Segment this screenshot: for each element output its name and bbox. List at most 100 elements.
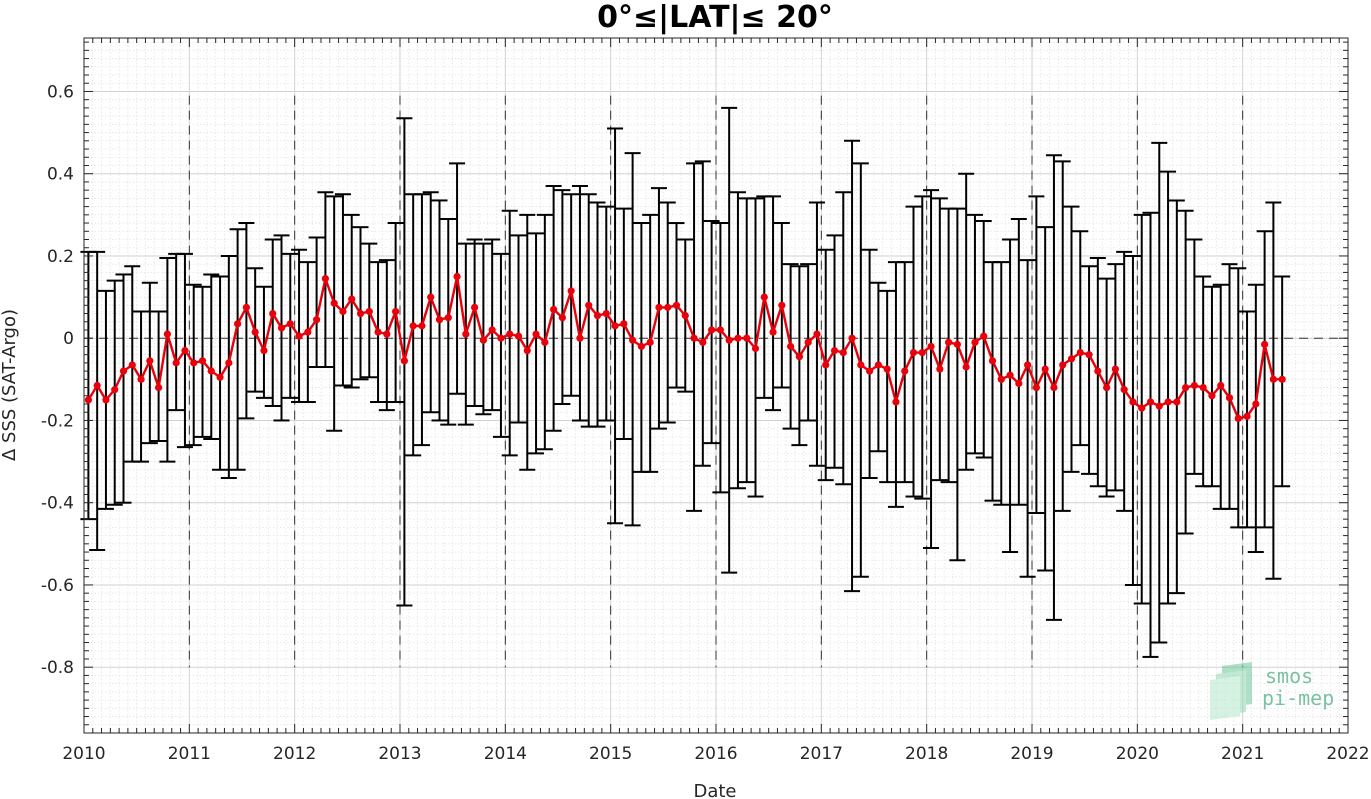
data-point — [1243, 412, 1251, 420]
data-point — [857, 361, 865, 369]
error-bar — [150, 310, 167, 443]
data-point — [330, 299, 338, 307]
error-bar — [1142, 211, 1159, 658]
data-point — [488, 326, 496, 334]
error-bar — [554, 189, 571, 406]
data-point — [190, 359, 198, 367]
data-point — [514, 332, 523, 340]
data-point — [1050, 383, 1058, 392]
data-point — [1225, 394, 1234, 402]
data-point — [1094, 367, 1102, 375]
data-point — [751, 344, 760, 353]
data-point — [576, 334, 584, 342]
data-point — [1059, 361, 1067, 369]
data-point — [321, 274, 329, 283]
error-bar — [1247, 283, 1264, 554]
data-point — [137, 375, 145, 383]
x-tick-label: 2016 — [694, 744, 737, 764]
data-point — [997, 375, 1005, 383]
y-tick-label: 0.2 — [47, 247, 74, 267]
data-point — [830, 346, 839, 355]
error-bar — [510, 234, 527, 424]
data-point — [971, 338, 979, 346]
tick-marks — [83, 38, 1349, 734]
data-point — [822, 361, 830, 369]
data-point — [163, 330, 171, 338]
data-point — [1041, 365, 1049, 373]
error-bar — [914, 195, 931, 500]
data-point — [277, 324, 286, 332]
data-point — [93, 381, 101, 390]
error-bar — [1160, 170, 1177, 605]
data-point — [953, 340, 961, 348]
data-point — [1182, 383, 1190, 392]
error-bar — [1124, 254, 1141, 586]
data-point — [1173, 398, 1181, 406]
data-point — [804, 338, 812, 346]
error-bar — [966, 213, 983, 455]
error-bar — [115, 273, 132, 504]
data-point — [1278, 375, 1286, 383]
y-tick-label: 0.4 — [47, 165, 74, 185]
data-point — [479, 336, 487, 344]
logo-text-pimep: pi-mep — [1262, 686, 1334, 710]
error-bar — [1054, 160, 1071, 512]
data-point — [901, 367, 909, 375]
data-point — [874, 361, 882, 369]
error-bar — [133, 310, 150, 463]
error-bar — [1081, 265, 1098, 475]
data-point — [242, 303, 250, 311]
data-point — [532, 330, 540, 338]
error-bar — [1002, 238, 1019, 554]
data-point — [471, 303, 479, 311]
data-point — [304, 328, 312, 336]
data-point — [760, 293, 768, 301]
error-bar — [89, 250, 106, 551]
data-point — [708, 326, 716, 334]
data-point — [435, 316, 444, 324]
data-point — [286, 320, 294, 328]
data-point — [295, 332, 303, 340]
error-bar — [844, 139, 861, 593]
error-bar — [229, 228, 246, 471]
data-point — [866, 367, 874, 375]
y-tick-label: -0.8 — [41, 658, 74, 678]
data-point — [629, 336, 637, 344]
error-bar — [1256, 230, 1273, 529]
data-point — [892, 398, 900, 406]
smos-pimep-logo: smos pi-mep — [1210, 662, 1334, 720]
data-point — [778, 301, 786, 309]
data-point — [1111, 365, 1119, 373]
data-point — [453, 272, 461, 281]
data-point — [1155, 402, 1163, 410]
error-bar — [879, 289, 896, 484]
error-bar — [1221, 263, 1238, 510]
data-point — [1006, 371, 1014, 379]
data-point — [155, 383, 163, 392]
data-point — [313, 316, 321, 324]
data-point — [1199, 383, 1207, 392]
error-bar — [1019, 259, 1036, 578]
error-bar — [835, 191, 852, 486]
data-point — [620, 320, 628, 328]
data-point — [339, 307, 347, 316]
y-tick-label: 0 — [63, 329, 74, 349]
data-point — [409, 322, 417, 330]
error-bar — [765, 195, 782, 412]
error-bar — [1037, 226, 1054, 572]
y-tick-label: -0.2 — [41, 411, 74, 431]
x-tick-label: 2021 — [1221, 744, 1264, 764]
tick-labels: 2010 2011 2012 2013 2014 2015 2016 2017 2018 2019… — [41, 82, 1370, 764]
data-point — [462, 330, 470, 338]
error-bar — [1107, 263, 1124, 492]
error-bar — [492, 252, 509, 438]
data-point — [400, 357, 408, 365]
error-bar — [422, 191, 439, 414]
error-bar — [440, 217, 457, 426]
data-point — [690, 334, 698, 342]
x-tick-label: 2013 — [378, 744, 421, 764]
data-point — [611, 322, 619, 330]
x-tick-label: 2020 — [1116, 744, 1159, 764]
data-point — [567, 287, 575, 295]
